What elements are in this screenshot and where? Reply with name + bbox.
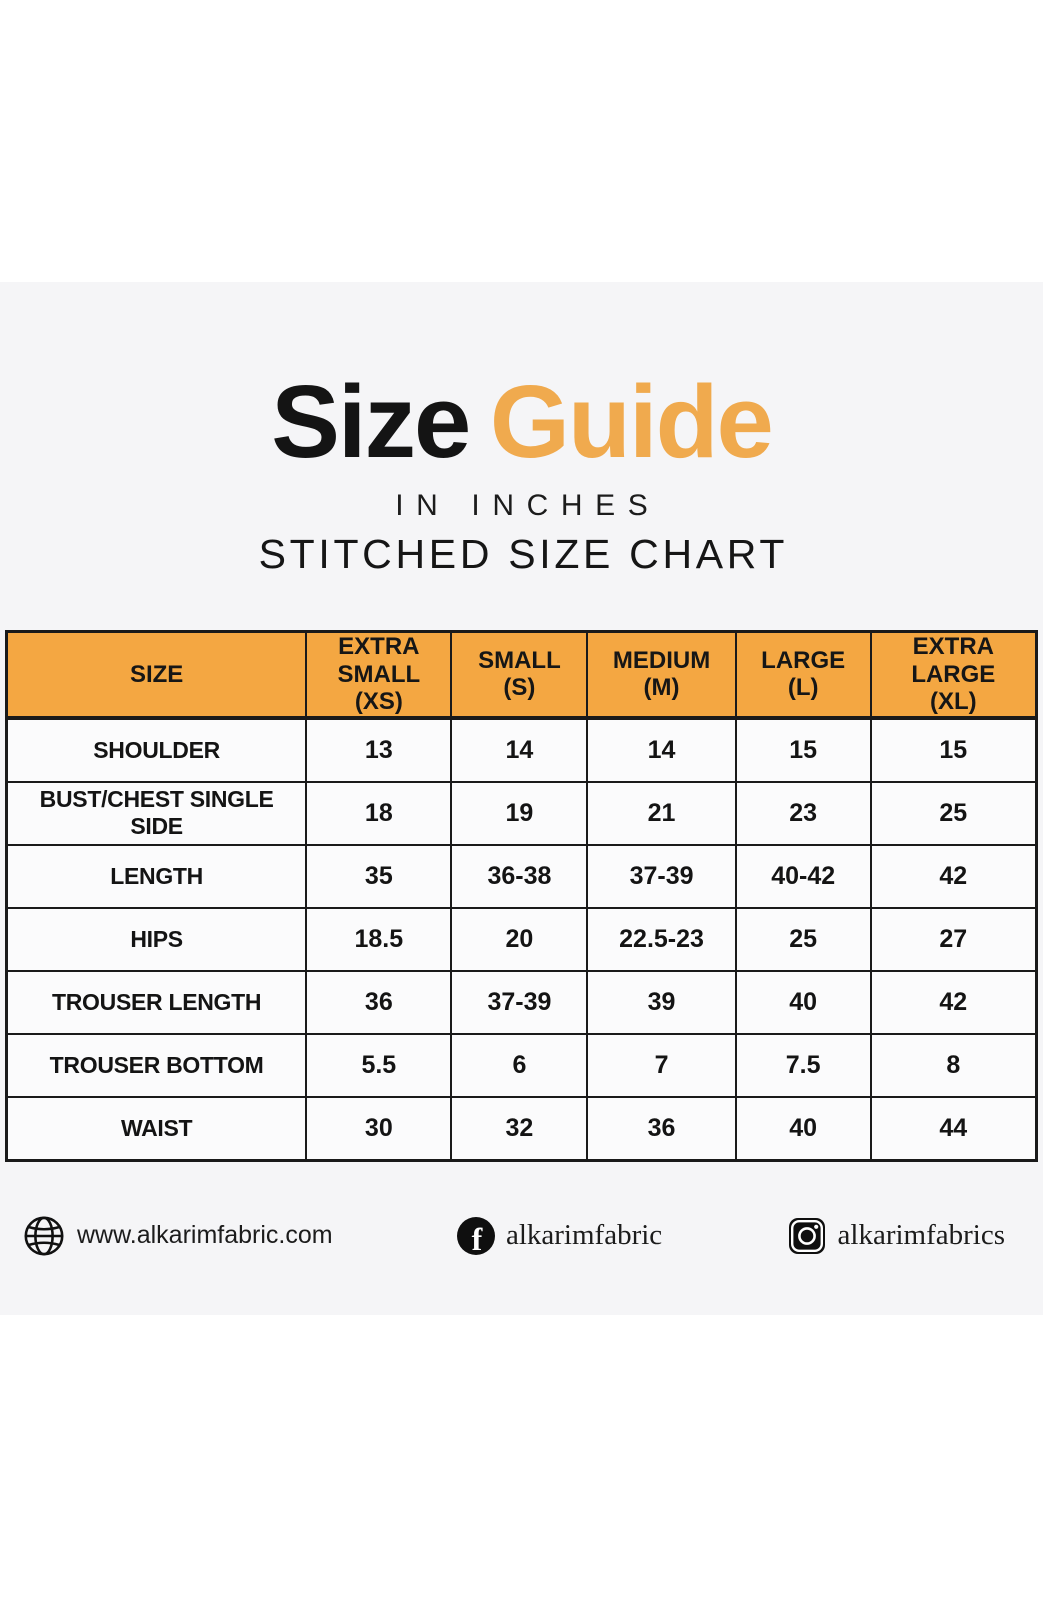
col-header-extra-small: EXTRA SMALL (XS): [305, 630, 453, 720]
subtitle-in-inches: IN INCHES: [395, 489, 661, 522]
size-value: 18: [305, 780, 453, 846]
col-header-medium: MEDIUM (M): [586, 630, 737, 720]
website-url[interactable]: www.alkarimfabric.com: [77, 1221, 333, 1250]
size-value: 40: [734, 969, 872, 1035]
table-row-waist: WAIST 30 32 36 40 44: [5, 1095, 1038, 1162]
website-link[interactable]: www.alkarimfabric.com: [22, 1214, 333, 1258]
size-value: 39: [586, 969, 737, 1035]
size-value: 40-42: [734, 843, 872, 909]
subtitle-stitched-size-chart: STITCHED SIZE CHART: [258, 531, 789, 577]
row-label: LENGTH: [5, 843, 308, 909]
row-label: BUST/CHEST SINGLE SIDE: [5, 780, 308, 846]
row-label: TROUSER LENGTH: [5, 969, 308, 1035]
size-value: 37-39: [586, 843, 737, 909]
size-value: 20: [450, 906, 589, 972]
size-value: 22.5-23: [586, 906, 737, 972]
row-label: WAIST: [5, 1095, 308, 1162]
top-margin: [0, 0, 1043, 282]
table-row-bust-chest: BUST/CHEST SINGLE SIDE 18 19 21 23 25: [5, 780, 1038, 846]
size-value: 7.5: [734, 1032, 872, 1098]
footer: www.alkarimfabric.com f alkarimfabric: [22, 1214, 1005, 1258]
size-value: 15: [869, 716, 1038, 783]
col-header-large: LARGE (L): [734, 630, 872, 720]
size-value: 8: [869, 1032, 1038, 1098]
row-label: TROUSER BOTTOM: [5, 1032, 308, 1098]
size-value: 15: [734, 716, 872, 783]
size-value: 5.5: [305, 1032, 453, 1098]
content-band: Size Guide IN INCHES STITCHED SIZE CHART …: [0, 282, 1043, 1315]
instagram-handle[interactable]: alkarimfabrics: [837, 1219, 1005, 1252]
table-row-hips: HIPS 18.5 20 22.5-23 25 27: [5, 906, 1038, 972]
instagram-icon: [787, 1216, 827, 1256]
col-header-extra-large: EXTRA LARGE (XL): [869, 630, 1038, 720]
header-row: SIZE EXTRA SMALL (XS) SMALL (S) MEDIUM (…: [5, 630, 1038, 720]
size-value: 36-38: [450, 843, 589, 909]
size-value: 30: [305, 1095, 453, 1162]
size-value: 18.5: [305, 906, 453, 972]
table-row-trouser-length: TROUSER LENGTH 36 37-39 39 40 42: [5, 969, 1038, 1035]
size-value: 42: [869, 843, 1038, 909]
facebook-handle[interactable]: alkarimfabric: [505, 1219, 663, 1252]
facebook-link[interactable]: f alkarimfabric: [456, 1216, 663, 1255]
size-value: 36: [586, 1095, 737, 1162]
size-value: 13: [305, 716, 453, 783]
size-value: 37-39: [450, 969, 589, 1035]
row-label: HIPS: [5, 906, 308, 972]
size-value: 27: [869, 906, 1038, 972]
size-value: 6: [450, 1032, 589, 1098]
page-title: Size Guide: [0, 370, 1043, 473]
size-value: 36: [305, 969, 453, 1035]
col-header-size: SIZE: [5, 630, 308, 720]
table-row-trouser-bottom: TROUSER BOTTOM 5.5 6 7 7.5 8: [5, 1032, 1038, 1098]
size-value: 35: [305, 843, 453, 909]
size-value: 25: [734, 906, 872, 972]
size-value: 19: [450, 780, 589, 846]
title-word-size: Size: [271, 364, 471, 479]
title-block: Size Guide IN INCHES STITCHED SIZE CHART: [0, 370, 1043, 578]
size-value: 21: [586, 780, 737, 846]
size-value: 7: [586, 1032, 737, 1098]
col-header-small: SMALL (S): [450, 630, 589, 720]
size-value: 40: [734, 1095, 872, 1162]
size-value: 25: [869, 780, 1038, 846]
size-value: 44: [869, 1095, 1038, 1162]
size-value: 42: [869, 969, 1038, 1035]
table-row-length: LENGTH 35 36-38 37-39 40-42 42: [5, 843, 1038, 909]
size-value: 14: [450, 716, 589, 783]
table-row-shoulder: SHOULDER 13 14 14 15 15: [5, 716, 1038, 783]
facebook-icon: f: [456, 1216, 495, 1255]
size-chart-table: SIZE EXTRA SMALL (XS) SMALL (S) MEDIUM (…: [5, 630, 1038, 1162]
size-value: 32: [450, 1095, 589, 1162]
title-word-guide: Guide: [489, 364, 774, 479]
globe-icon: [22, 1214, 66, 1258]
instagram-link[interactable]: alkarimfabrics: [787, 1216, 1005, 1256]
size-value: 14: [586, 716, 737, 783]
size-value: 23: [734, 780, 872, 846]
row-label: SHOULDER: [5, 716, 308, 783]
